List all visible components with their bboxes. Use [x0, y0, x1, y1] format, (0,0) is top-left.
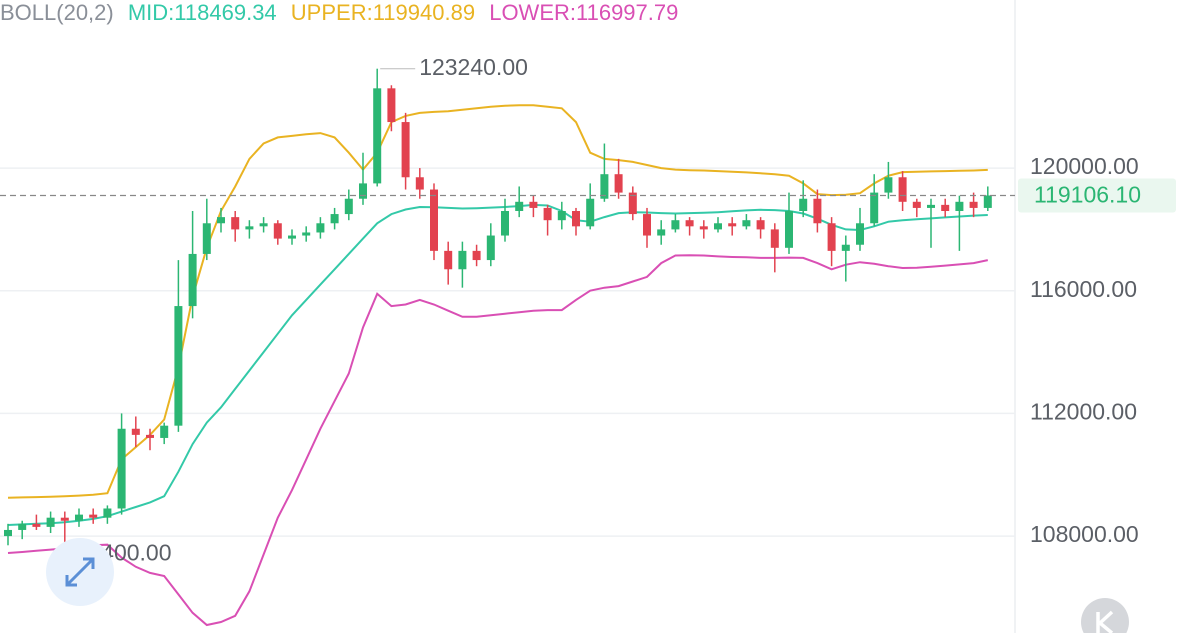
candle-body	[969, 201, 978, 208]
candle-body	[714, 223, 722, 230]
k-button[interactable]	[1081, 598, 1129, 633]
k-circle[interactable]	[1081, 598, 1129, 633]
candle-body	[529, 201, 538, 208]
candle-body	[927, 204, 935, 208]
y-tick-label: 120000.00	[1030, 153, 1139, 179]
band-line	[7, 203, 988, 526]
candle-body	[188, 253, 197, 307]
candle-body	[202, 223, 211, 254]
candle-body	[430, 189, 438, 251]
candle-body	[941, 204, 950, 211]
candle-body	[245, 226, 254, 230]
candle-body	[813, 198, 822, 224]
candle-body	[18, 523, 27, 530]
candle-body	[401, 122, 410, 178]
candle-body	[316, 223, 325, 233]
candle-body	[628, 192, 637, 215]
legend: BOLL(20,2) MID:118469.34 UPPER:119940.89…	[0, 0, 678, 25]
candle-body	[444, 250, 453, 270]
candle-body	[75, 514, 83, 521]
candle-body	[32, 523, 41, 527]
legend-mid: MID:118469.34	[128, 0, 277, 25]
candle-body	[4, 529, 12, 537]
band-line	[7, 254, 989, 627]
candle-body	[742, 220, 751, 227]
candle-body	[770, 229, 779, 248]
candle-body	[46, 517, 55, 527]
candle-body	[955, 201, 964, 211]
candle-body	[259, 223, 268, 227]
candle-body	[217, 217, 225, 224]
candle-body	[841, 244, 850, 251]
candle-body	[870, 192, 879, 224]
y-tick-label: 112000.00	[1030, 398, 1137, 424]
candle-body	[387, 88, 396, 123]
candle-body	[586, 198, 595, 227]
legend-upper: UPPER:119940.89	[291, 0, 475, 25]
candle-body	[89, 514, 98, 518]
candle-body	[543, 207, 552, 221]
candle-body	[60, 517, 69, 521]
candle-body	[515, 201, 524, 211]
candle-body	[103, 508, 112, 518]
candle-body	[344, 198, 353, 215]
grid	[0, 167, 1015, 537]
candles	[4, 68, 992, 555]
y-tick-label: 116000.00	[1030, 276, 1137, 302]
candle-body	[799, 198, 808, 211]
candle-body	[728, 223, 737, 227]
legend-lower: LOWER:116997.79	[489, 0, 678, 25]
candle-body	[572, 211, 580, 227]
candle-body	[359, 183, 367, 199]
candle-body	[884, 177, 893, 193]
candle-body	[501, 211, 509, 236]
candle-body	[117, 428, 126, 509]
expand-icon[interactable]	[65, 557, 95, 587]
candle-body	[131, 428, 140, 435]
candle-body	[486, 235, 495, 261]
candle-body	[657, 229, 666, 236]
candle-body	[472, 250, 481, 261]
candle-body	[330, 214, 339, 224]
candle-body	[600, 174, 609, 199]
y-tick-label: 108000.00	[1030, 521, 1139, 547]
candle-body	[273, 223, 282, 239]
candle-body	[756, 220, 765, 230]
candle-body	[912, 201, 921, 208]
candle-body	[458, 250, 467, 270]
candle-body	[302, 232, 311, 236]
high-label: 123240.00	[419, 54, 528, 80]
candle-body	[983, 195, 992, 208]
candle-body	[557, 211, 566, 221]
candle-body	[373, 88, 382, 184]
last-price-box	[1018, 178, 1176, 213]
candle-body	[699, 226, 708, 230]
candle-body	[856, 223, 864, 245]
candle-body	[146, 434, 154, 438]
k-icon[interactable]	[1096, 610, 1114, 633]
candle-body	[898, 177, 907, 202]
candle-body	[231, 217, 240, 230]
candle-body	[160, 425, 169, 438]
bands	[7, 104, 989, 627]
last-price-label: 119106.10	[1034, 182, 1141, 208]
candle-body	[614, 174, 623, 193]
expand-button[interactable]	[46, 538, 114, 606]
candle-body	[415, 177, 424, 190]
candle-body	[643, 214, 651, 236]
candle-body	[827, 223, 836, 251]
band-line	[7, 104, 988, 499]
candle-body	[174, 306, 183, 426]
candle-body	[785, 211, 793, 248]
candle-body	[685, 220, 694, 227]
candle-body	[288, 235, 296, 239]
candle-body	[671, 220, 680, 230]
indicator-name: BOLL(20,2)	[0, 0, 114, 25]
